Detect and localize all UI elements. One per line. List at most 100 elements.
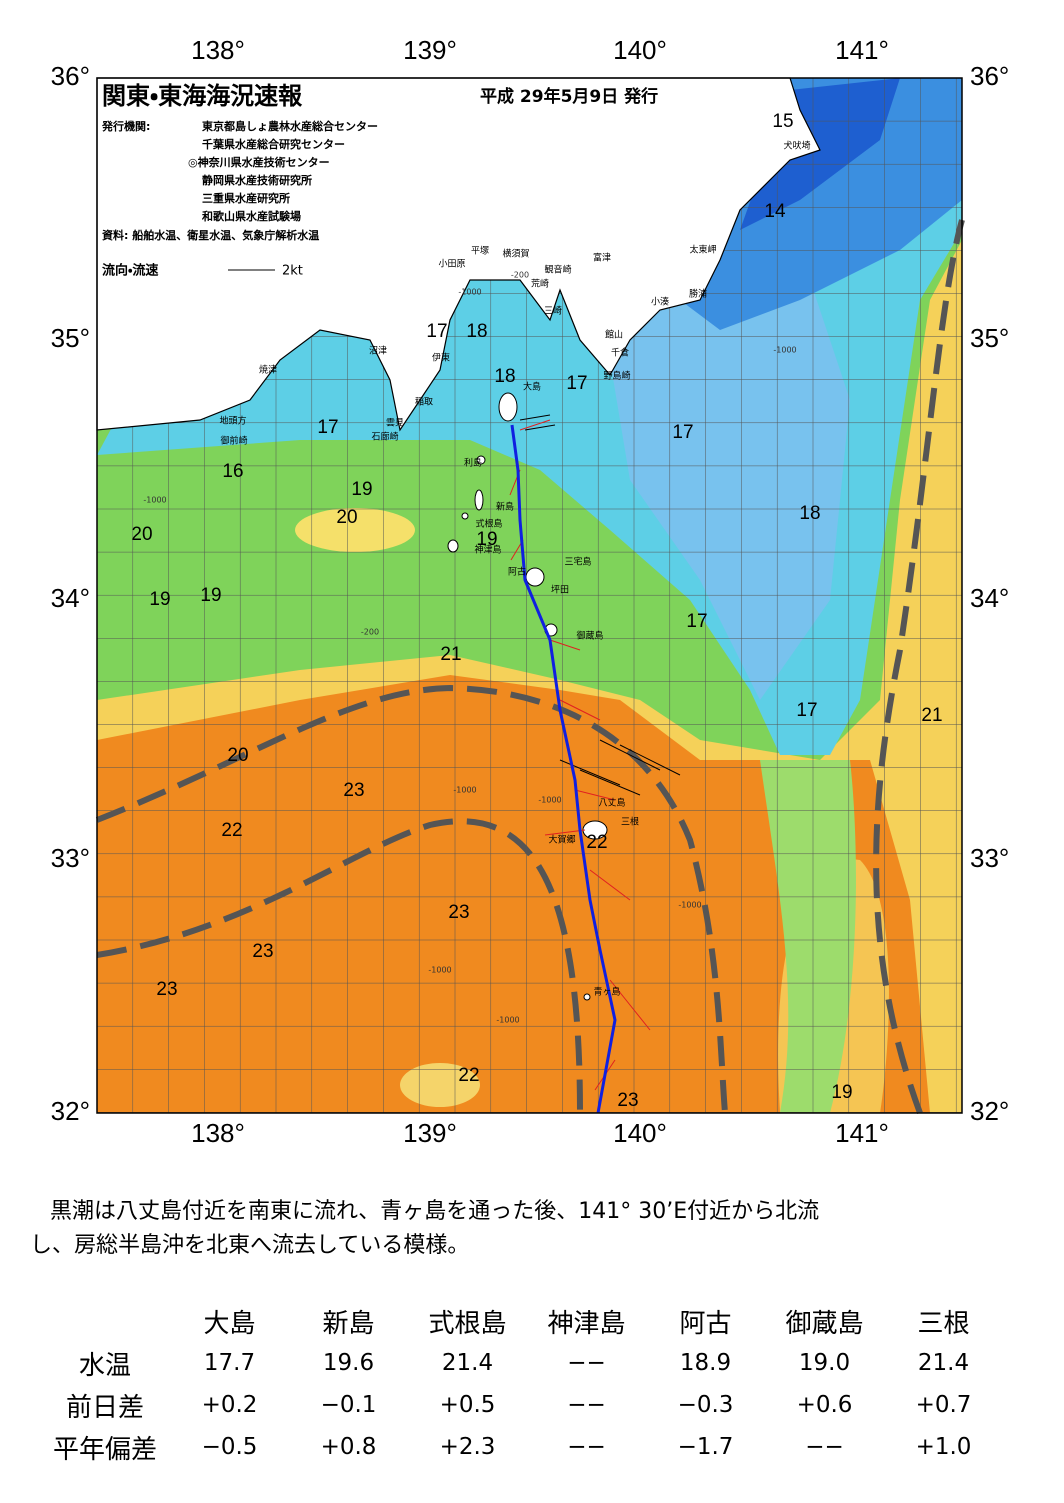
map-frame xyxy=(96,77,963,1114)
place-name: 荒崎 xyxy=(531,278,549,290)
depth-label: -1000 xyxy=(143,496,166,505)
column-header: 大島 xyxy=(203,1308,256,1339)
place-name: 神津島 xyxy=(474,544,501,556)
table-cell: −0.5 xyxy=(201,1434,258,1460)
current-vectors-dark xyxy=(519,414,681,796)
table-cell: +0.6 xyxy=(796,1392,853,1418)
column-header: 式根島 xyxy=(428,1308,507,1339)
temperature-label: 19 xyxy=(351,479,372,500)
place-name: 富津 xyxy=(593,252,611,264)
lat-label: 32° xyxy=(51,1096,90,1126)
column-header: 阿古 xyxy=(679,1308,732,1339)
lat-label: 33° xyxy=(970,843,1009,873)
place-name: 三根 xyxy=(621,816,639,828)
summary-line: 黒潮は八丈島付近を南東に流れ、青ヶ島を通った後、141° 30’E付近から北流 xyxy=(50,1199,820,1224)
temperature-label: 17 xyxy=(566,373,587,394)
summary: 黒潮は八丈島付近を南東に流れ、青ヶ島を通った後、141° 30’E付近から北流 … xyxy=(30,1195,819,1263)
flow-scale: 2kt xyxy=(282,264,303,279)
table-cell: 21.4 xyxy=(441,1350,494,1376)
table-cell: 21.4 xyxy=(917,1350,970,1376)
temperature-label: 22 xyxy=(586,832,607,853)
temperature-label: 17 xyxy=(426,321,447,342)
temperature-label: 16 xyxy=(222,461,243,482)
table-cell: −0.1 xyxy=(320,1392,377,1418)
table-cell: 19.0 xyxy=(798,1350,851,1376)
temperature-label: 20 xyxy=(131,524,152,545)
table-cell: −1.7 xyxy=(677,1434,734,1460)
depth-label: -200 xyxy=(361,628,379,637)
table-cell: +0.2 xyxy=(201,1392,258,1418)
table-cell: +0.7 xyxy=(915,1392,972,1418)
issuer: 千葉県水産総合研究センター xyxy=(202,137,345,151)
temperature-label: 19 xyxy=(476,529,497,550)
depth-label: -1000 xyxy=(428,966,451,975)
islands xyxy=(447,392,608,1001)
table-cell: 19.6 xyxy=(322,1350,375,1376)
lon-label: 138° xyxy=(191,35,245,65)
place-name: 御蔵島 xyxy=(576,630,603,642)
table-cell: +0.5 xyxy=(439,1392,496,1418)
depth-label: -1000 xyxy=(496,1016,519,1025)
place-name: 焼津 xyxy=(259,365,277,376)
place-name: 青ヶ島 xyxy=(593,986,620,998)
row-label: 平年偏差 xyxy=(52,1434,157,1465)
temperature-table: 大島 新島 式根島 神津島 阿古 御蔵島 三根 水温 17.7 19.6 21.4 −− 18.9 19.… xyxy=(40,1300,1003,1468)
place-name: 式根島 xyxy=(475,518,502,530)
lon-label: 139° xyxy=(403,1118,457,1148)
place-name: 阿古 xyxy=(508,566,526,578)
place-name: 御前崎 xyxy=(220,435,247,447)
temperature-label: 20 xyxy=(227,745,248,766)
temperature-label: 23 xyxy=(343,780,364,801)
place-name: 大島 xyxy=(523,381,541,393)
lat-label: 34° xyxy=(970,583,1009,613)
issuer: 和歌山県水産試験場 xyxy=(202,209,301,223)
lon-label: 140° xyxy=(613,35,667,65)
table-row: 前日差 +0.2 −0.1 +0.5 −− −0.3 +0.6 +0.7 xyxy=(40,1384,1003,1426)
table-cell: +0.8 xyxy=(320,1434,377,1460)
depth-label: -1000 xyxy=(773,346,796,355)
place-name: 館山 xyxy=(605,329,623,341)
temperature-label: 20 xyxy=(336,507,357,528)
table-cell: −− xyxy=(567,1392,606,1418)
place-name: 太東岬 xyxy=(689,244,716,256)
place-name: 沼津 xyxy=(369,346,387,357)
temperature-label: 22 xyxy=(458,1065,479,1086)
place-name: 小湊 xyxy=(651,296,669,308)
temperature-label: 17 xyxy=(672,422,693,443)
issuer-label: 発行機関: xyxy=(101,119,150,133)
place-name: 八丈島 xyxy=(598,797,625,809)
lon-label: 139° xyxy=(403,35,457,65)
lat-label: 32° xyxy=(970,1096,1009,1126)
issue-date: 平成 29年5月9日 発行 xyxy=(480,86,658,107)
place-name: 犬吠埼 xyxy=(783,140,810,152)
table-cell: +1.0 xyxy=(915,1434,972,1460)
temperature-label: 21 xyxy=(921,705,942,726)
column-header: 御蔵島 xyxy=(785,1308,864,1339)
place-name: 観音崎 xyxy=(544,264,571,276)
kuroshio-axis xyxy=(95,219,965,1115)
place-name: 勝浦 xyxy=(689,288,707,300)
lat-label: 35° xyxy=(970,323,1009,353)
issuer: 静岡県水産技術研究所 xyxy=(202,173,312,187)
depth-label: -1000 xyxy=(458,288,481,297)
lon-label: 138° xyxy=(191,1118,245,1148)
lat-label: 36° xyxy=(970,61,1009,91)
place-name: 野島崎 xyxy=(603,370,630,382)
temperature-label: 17 xyxy=(686,611,707,632)
temperature-label: 17 xyxy=(317,417,338,438)
temperature-label: 23 xyxy=(252,941,273,962)
graticule xyxy=(97,78,962,1113)
temperature-label: 19 xyxy=(831,1082,852,1103)
issuer: 東京都島しょ農林水産総合センター xyxy=(202,119,378,133)
lon-label: 141° xyxy=(835,1118,889,1148)
ship-track xyxy=(510,424,617,1114)
table-cell: 17.7 xyxy=(203,1350,256,1376)
temperature-label: 23 xyxy=(617,1090,638,1111)
temperature-label: 22 xyxy=(221,820,242,841)
column-header: 三根 xyxy=(917,1308,970,1339)
summary-line: し、房総半島沖を北東へ流去している模様。 xyxy=(30,1233,470,1258)
place-name: 地頭方 xyxy=(219,415,246,427)
temperature-label: 18 xyxy=(494,366,515,387)
temperature-label: 23 xyxy=(156,979,177,1000)
title: 関東・東海海況速報 xyxy=(102,82,303,110)
